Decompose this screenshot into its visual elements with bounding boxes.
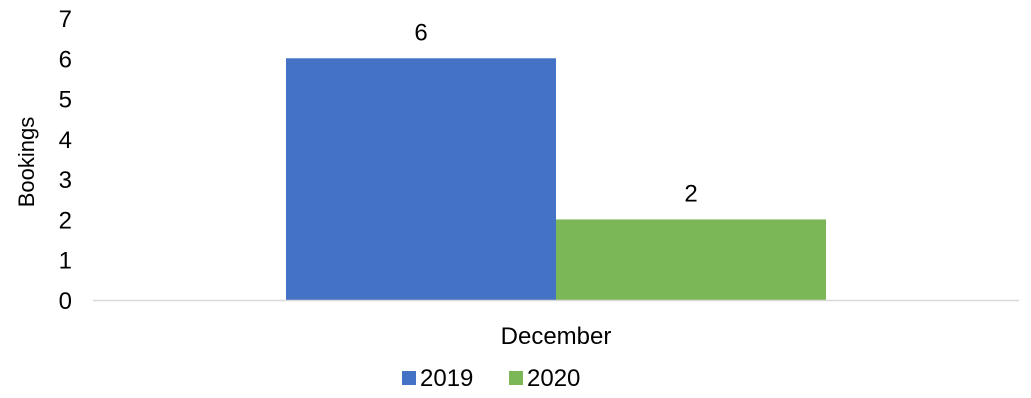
y-tick-label: 1 [59,248,72,275]
bar-2019-december [286,58,556,301]
y-tick-label: 7 [59,6,72,33]
y-tick-label: 0 [59,288,72,315]
y-axis-title: Bookings [14,117,39,208]
x-axis-ticks: December [501,323,612,350]
y-tick-label: 5 [59,87,72,114]
data-label-2020: 2 [684,180,697,207]
y-tick-label: 6 [59,46,72,73]
legend-label-2020: 2020 [527,365,580,392]
legend-swatch-2019 [402,371,416,385]
x-tick-label: December [501,323,612,350]
y-axis-ticks: 0 1 2 3 4 5 6 7 [59,6,72,315]
legend-swatch-2020 [509,371,523,385]
bar-2020-december [556,219,826,300]
y-tick-label: 3 [59,167,72,194]
legend: 2019 2020 [402,365,580,392]
data-label-2019: 6 [414,19,427,46]
y-tick-label: 2 [59,207,72,234]
legend-label-2019: 2019 [420,365,473,392]
y-tick-label: 4 [59,127,72,154]
data-labels-group: 62 [414,19,697,207]
bar-series-group [286,58,826,301]
